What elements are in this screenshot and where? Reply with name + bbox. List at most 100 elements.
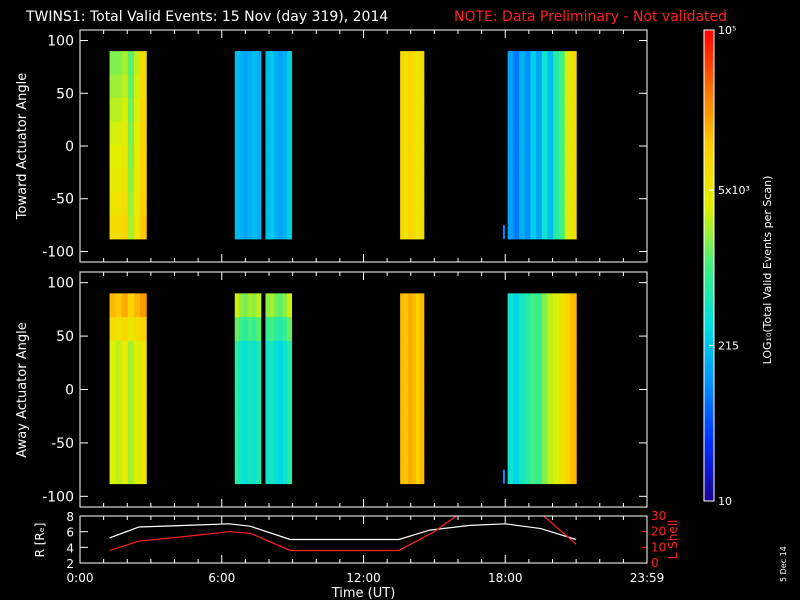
scan-cell <box>570 168 577 193</box>
time-tick-label: 12:00 <box>346 571 381 585</box>
scan-cell <box>530 293 537 318</box>
scan-cell <box>274 459 280 485</box>
scan-cell <box>287 435 293 461</box>
scan-cell <box>536 191 543 216</box>
y-tick-label: -50 <box>51 436 74 452</box>
scan-cell <box>256 168 262 193</box>
scan-cell <box>400 459 405 485</box>
scan-cell <box>243 74 249 99</box>
scan-cell <box>121 121 129 146</box>
scan-cell <box>269 121 275 146</box>
scan-cell <box>127 435 135 461</box>
scan-cell <box>282 74 288 99</box>
scan-cell <box>400 51 405 76</box>
scan-cell <box>243 215 249 240</box>
scan-cell <box>109 388 117 413</box>
scan-cell <box>404 191 409 216</box>
y-tick-label: 6 <box>66 526 74 540</box>
scan-cell <box>415 412 421 437</box>
scan-block <box>507 293 577 485</box>
scan-cell <box>400 293 405 318</box>
scan-cell <box>513 364 520 390</box>
scan-cell <box>265 293 271 318</box>
scan-cell <box>133 168 141 193</box>
scan-cell <box>564 388 572 413</box>
scan-cell <box>252 191 257 216</box>
scan-cell <box>536 364 543 390</box>
scan-cell <box>269 412 275 437</box>
scan-cell <box>252 215 257 240</box>
scan-cell <box>274 435 280 461</box>
scan-cell <box>547 459 554 485</box>
scan-cell <box>133 293 141 318</box>
scan-cell <box>274 364 280 390</box>
date-stamp: 5 Dec 14 <box>779 546 788 582</box>
scan-cell <box>278 412 284 437</box>
y-tick-label: -100 <box>42 489 74 505</box>
scan-cell <box>278 435 284 461</box>
scan-cell <box>109 121 117 146</box>
scan-cell <box>411 364 417 390</box>
scan-cell <box>570 144 577 170</box>
scan-cell <box>530 364 537 390</box>
scan-cell <box>407 340 413 366</box>
scan-cell <box>524 74 532 99</box>
scan-cell <box>234 51 240 76</box>
scan-cell <box>558 168 566 193</box>
scan-cell <box>127 191 135 216</box>
scan-cell <box>109 98 117 123</box>
scan-cell <box>274 51 280 76</box>
scan-cell <box>553 388 560 413</box>
scan-cell <box>278 340 284 366</box>
scan-cell <box>507 388 514 413</box>
scan-cell <box>239 412 245 437</box>
scan-cell <box>547 98 554 123</box>
scan-cell <box>133 121 141 146</box>
scan-cell <box>564 412 572 437</box>
scan-cell <box>513 317 520 342</box>
scan-cell <box>247 317 253 342</box>
scan-cell <box>415 340 421 366</box>
scan-cell <box>558 74 566 99</box>
scan-cell <box>109 317 117 342</box>
scan-cell <box>519 317 526 342</box>
scan-cell <box>530 74 537 99</box>
radius-series-line <box>109 523 577 541</box>
scan-cell <box>282 293 288 318</box>
y-axis-label: R [Rₑ] <box>33 523 47 558</box>
scan-cell <box>239 364 245 390</box>
scan-cell <box>265 364 271 390</box>
scan-cell <box>411 317 417 342</box>
scan-cell <box>115 168 123 193</box>
scan-cell <box>564 51 572 76</box>
scan-cell <box>541 317 549 342</box>
time-tick-label: 6:00 <box>208 571 235 585</box>
scan-cell <box>265 121 271 146</box>
scan-cell <box>419 364 425 390</box>
scan-cell <box>541 412 549 437</box>
scan-cell <box>287 317 293 342</box>
scan-cell <box>265 191 271 216</box>
scan-cell <box>404 168 409 193</box>
scan-cell <box>252 317 257 342</box>
scan-cell <box>282 435 288 461</box>
scan-cell <box>274 144 280 170</box>
scan-cell <box>109 191 117 216</box>
scan-cell <box>400 121 405 146</box>
scan-cell <box>239 340 245 366</box>
scan-cell <box>530 317 537 342</box>
scan-cell <box>234 340 240 366</box>
scan-block <box>109 51 147 240</box>
scan-cell <box>558 144 566 170</box>
scan-cell <box>115 293 123 318</box>
scan-cell <box>558 51 566 76</box>
scan-cell <box>541 459 549 485</box>
scan-cell <box>282 215 288 240</box>
scan-cell <box>536 168 543 193</box>
scan-cell <box>570 98 577 123</box>
scan-cell <box>404 317 409 342</box>
scan-cell <box>411 293 417 318</box>
scan-cell <box>239 98 245 123</box>
scan-cell <box>269 74 275 99</box>
scan-cell <box>507 364 514 390</box>
